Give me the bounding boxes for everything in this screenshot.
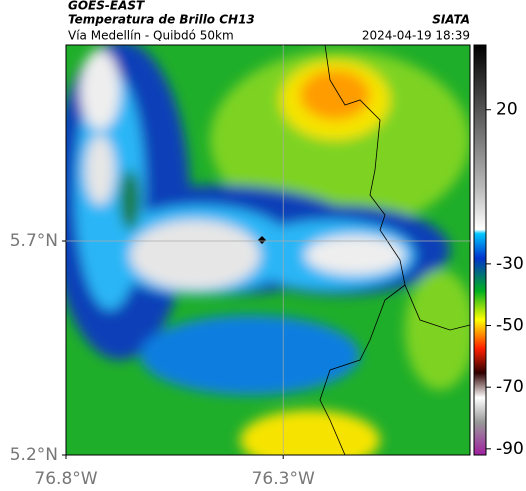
y-tick-label: 5.2°N (10, 445, 58, 465)
colorbar-tick-label: 20 (496, 100, 518, 120)
map-frame (65, 44, 471, 456)
colorbar-tick-label: -50 (496, 316, 524, 336)
timestamp: 2024-04-19 18:39 (362, 29, 470, 43)
colorbar-tick-label: -90 (496, 439, 524, 459)
colorbar (473, 44, 487, 456)
colorbar-tick-label: -70 (496, 377, 524, 397)
x-tick-label: 76.3°W (252, 469, 315, 489)
route: Vía Medellín - Quibdó 50km (68, 29, 234, 43)
y-tick-label: 5.7°N (10, 231, 58, 251)
x-tick-label: 76.8°W (34, 469, 97, 489)
subtitle: Temperatura de Brillo CH13 (68, 13, 255, 27)
colorbar-tick-label: -30 (496, 254, 524, 274)
imagery (66, 45, 470, 455)
source: SIATA (432, 13, 470, 27)
title: GOES-EAST (68, 0, 145, 13)
